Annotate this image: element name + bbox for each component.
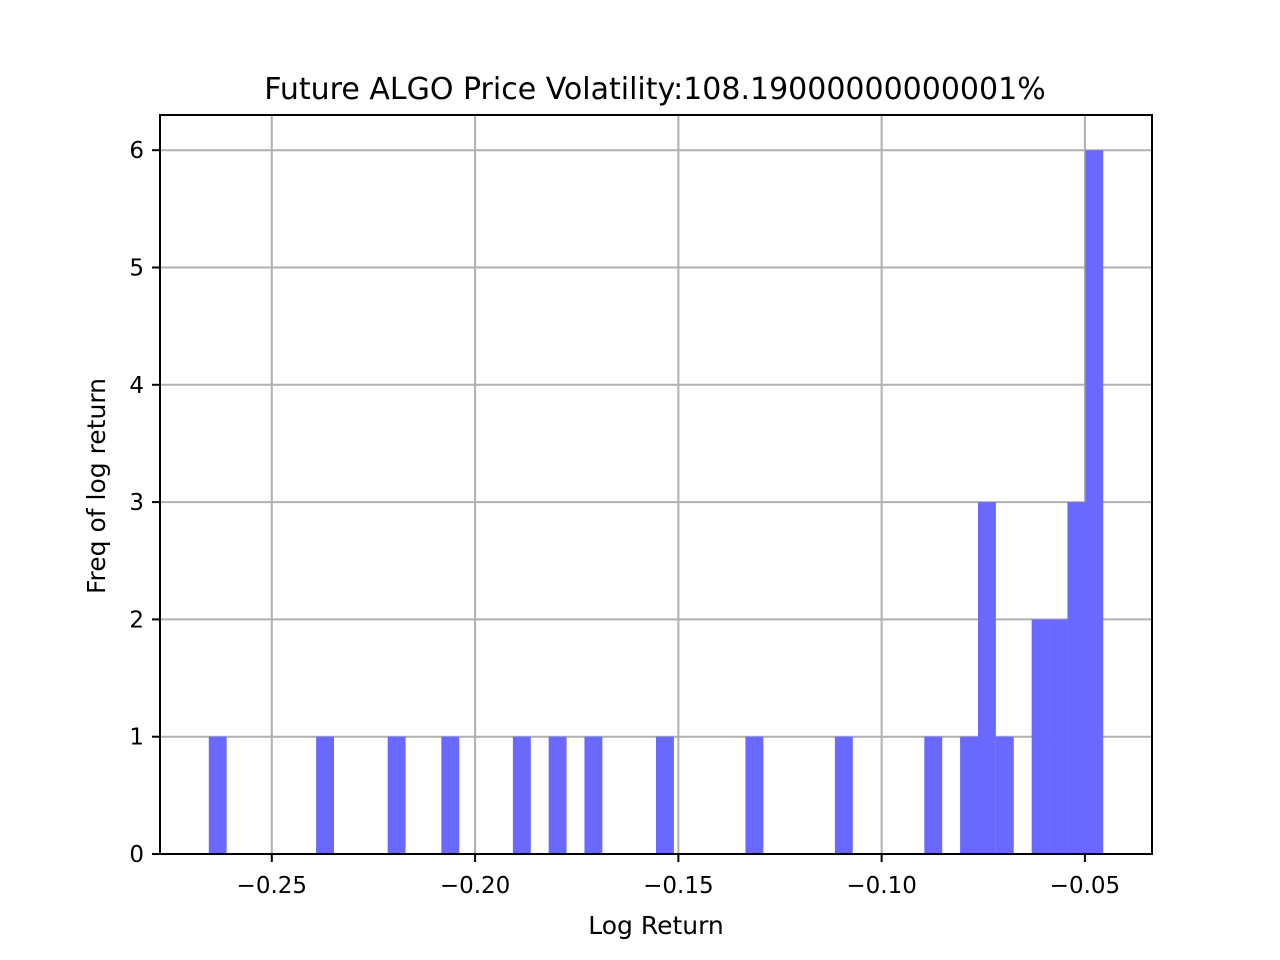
histogram-bar	[745, 736, 764, 854]
histogram-bar	[656, 736, 674, 854]
x-tick-label: −0.20	[440, 873, 510, 899]
x-tick-label: −0.15	[643, 873, 713, 899]
plot-frame	[159, 114, 1153, 855]
histogram-bar	[548, 736, 567, 854]
y-axis-label: Freq of log return	[82, 378, 111, 594]
chart-title: Future ALGO Price Volatility:108.1900000…	[264, 72, 1045, 107]
histogram-bar	[1085, 150, 1104, 854]
histogram-bar	[834, 736, 853, 854]
histogram-bar	[441, 736, 460, 854]
histogram-bar	[924, 736, 943, 854]
x-axis-label: Log Return	[588, 911, 724, 940]
y-tick-label: 0	[129, 842, 144, 868]
y-tick-label: 5	[129, 255, 144, 281]
y-tick-label: 1	[129, 725, 144, 751]
x-tick-label: −0.25	[237, 873, 307, 899]
histogram-bar	[1031, 619, 1050, 854]
histogram-bar	[584, 736, 603, 854]
histogram-bar	[512, 736, 531, 854]
x-tick-label: −0.10	[846, 873, 916, 899]
y-tick-label: 3	[129, 490, 144, 516]
y-tick-label: 4	[129, 373, 144, 399]
y-tick-label: 6	[129, 138, 144, 164]
histogram-bar	[1049, 619, 1068, 854]
histogram-bar	[208, 736, 227, 854]
histogram-bar	[960, 736, 978, 854]
x-tick-label: −0.05	[1050, 873, 1120, 899]
y-tick-label: 2	[129, 607, 144, 633]
histogram-bar	[316, 736, 335, 854]
histogram-bar	[1067, 502, 1086, 854]
histogram-bars	[208, 150, 1104, 854]
x-axis-ticks: −0.25 −0.20 −0.15 −0.10 −0.05	[237, 854, 1120, 899]
y-axis-ticks: 0 1 2 3 4 5 6	[129, 138, 160, 868]
histogram-bar	[995, 736, 1014, 854]
histogram-bar	[977, 502, 996, 854]
histogram-bar	[387, 736, 406, 854]
